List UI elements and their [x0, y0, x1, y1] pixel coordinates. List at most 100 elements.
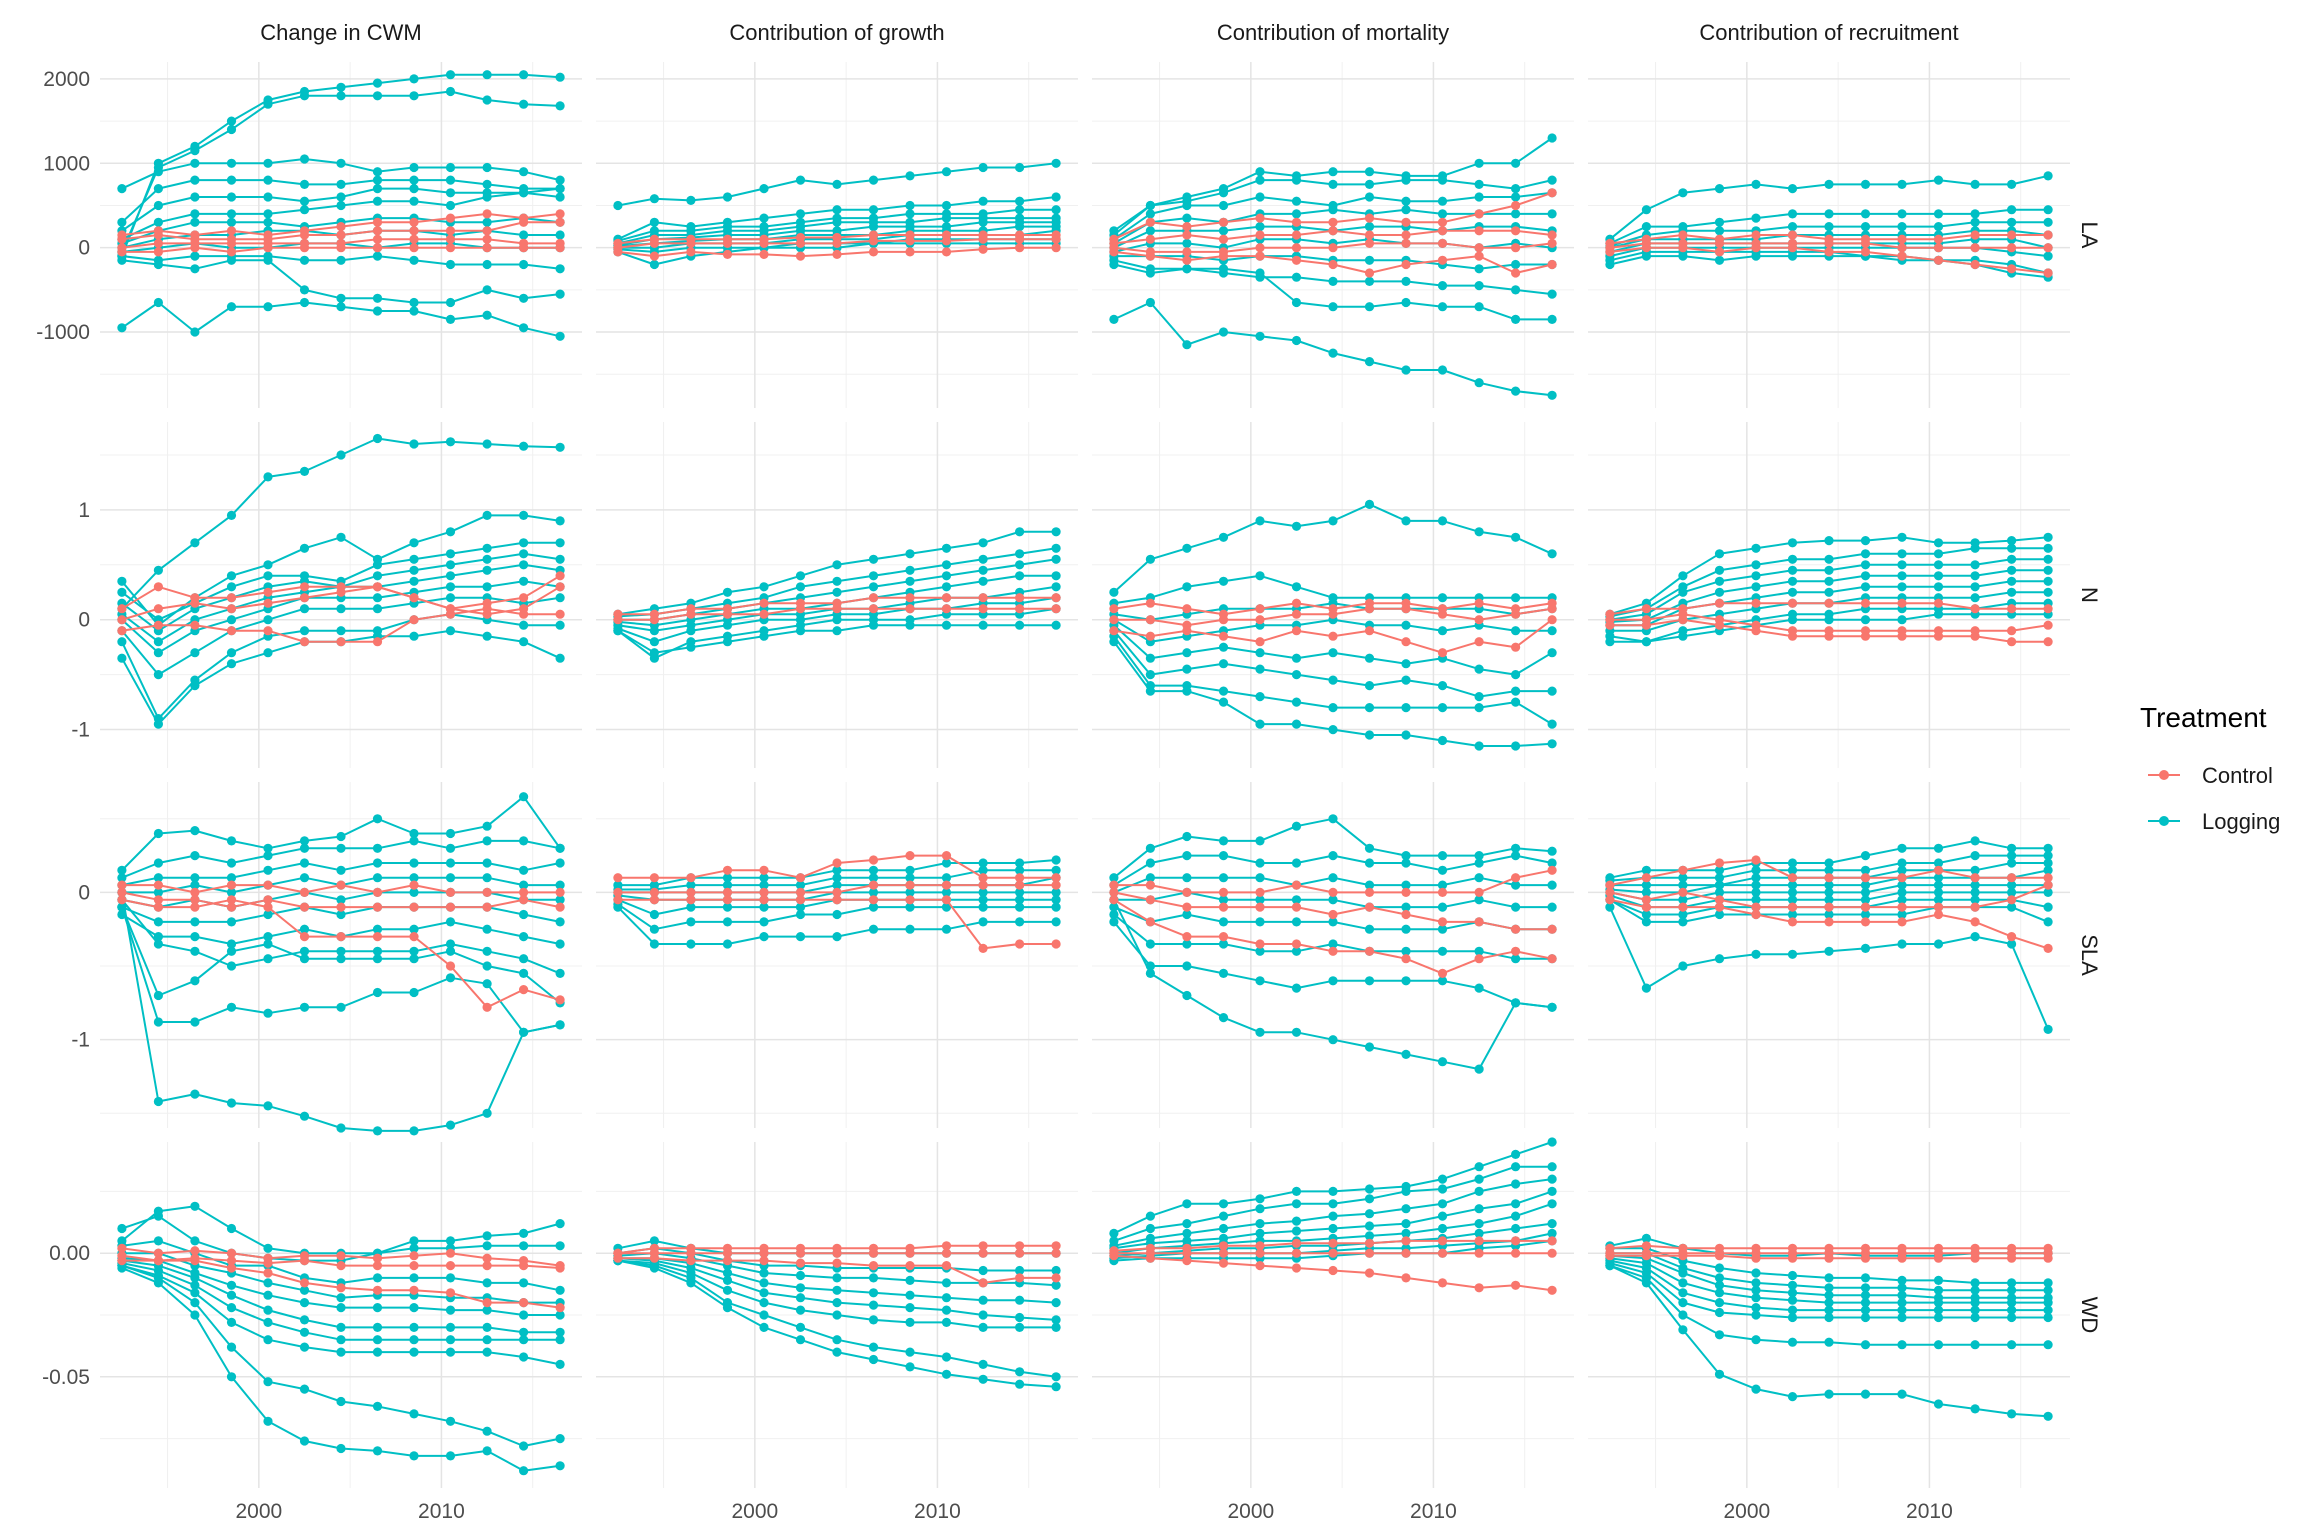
control-data-point — [519, 1261, 529, 1271]
logging-data-point — [1787, 209, 1798, 219]
logging-data-point — [2007, 565, 2017, 575]
logging-data-point — [1824, 946, 1834, 956]
logging-data-point — [1474, 1174, 1484, 1184]
logging-data-point — [1218, 968, 1229, 979]
logging-data-point — [1255, 331, 1265, 341]
logging-data-point — [445, 162, 456, 173]
control-data-point — [1182, 932, 1192, 942]
control-data-point — [1787, 230, 1798, 240]
logging-data-point — [409, 836, 419, 846]
control-data-point — [1255, 615, 1265, 625]
logging-data-point — [519, 968, 529, 979]
logging-data-point — [1547, 549, 1557, 559]
logging-data-point — [978, 1374, 988, 1384]
logging-data-point — [1860, 571, 1871, 581]
logging-data-point — [2043, 171, 2053, 181]
logging-data-point — [409, 873, 419, 883]
logging-data-point — [190, 327, 200, 337]
logging-data-point — [263, 472, 273, 482]
logging-data-point — [1109, 314, 1119, 324]
logging-data-point — [1860, 1298, 1871, 1308]
logging-data-point — [1401, 730, 1411, 740]
logging-data-point — [1970, 851, 1980, 861]
control-data-point — [1897, 234, 1907, 244]
logging-data-point — [832, 179, 842, 189]
control-data-point — [868, 247, 879, 257]
control-data-point — [722, 238, 733, 248]
logging-data-point — [722, 1275, 733, 1285]
logging-data-point — [1787, 251, 1798, 261]
control-data-point — [1182, 626, 1192, 636]
control-data-point — [1364, 213, 1375, 223]
control-data-point — [445, 887, 456, 898]
control-data-point — [1328, 1248, 1338, 1258]
control-data-point — [1051, 880, 1061, 890]
logging-data-point — [336, 1293, 346, 1303]
logging-data-point — [372, 167, 383, 177]
logging-data-point — [1437, 281, 1448, 291]
control-data-point — [519, 243, 529, 253]
logging-data-point — [759, 631, 769, 641]
logging-data-point — [1437, 865, 1448, 875]
logging-data-point — [759, 1298, 769, 1308]
logging-data-point — [372, 91, 383, 101]
logging-data-point — [978, 538, 988, 548]
logging-data-point — [1291, 196, 1302, 206]
logging-data-point — [519, 865, 529, 875]
logging-data-point — [1605, 637, 1615, 647]
logging-data-point — [1714, 887, 1725, 898]
logging-data-point — [868, 222, 879, 232]
logging-data-point — [941, 620, 952, 630]
logging-data-point — [555, 843, 565, 853]
logging-data-point — [868, 865, 879, 875]
logging-data-point — [1641, 1233, 1651, 1243]
logging-data-point — [686, 917, 696, 927]
logging-data-point — [1474, 851, 1484, 861]
logging-data-point — [555, 289, 565, 299]
logging-data-point — [1787, 1392, 1798, 1402]
logging-data-point — [2043, 1285, 2053, 1295]
control-data-point — [117, 1256, 127, 1266]
control-data-point — [686, 609, 696, 619]
control-data-point — [263, 626, 273, 636]
logging-data-point — [1401, 858, 1411, 868]
logging-data-point — [263, 571, 273, 581]
logging-data-point — [1860, 1340, 1871, 1350]
control-data-point — [1474, 1236, 1484, 1246]
logging-data-point — [263, 209, 273, 219]
control-data-point — [445, 1288, 456, 1298]
logging-data-point — [1678, 1278, 1688, 1288]
logging-data-point — [1511, 902, 1521, 912]
logging-data-point — [613, 626, 623, 636]
control-data-point — [1474, 1283, 1484, 1293]
logging-data-point — [759, 213, 769, 223]
control-data-point — [226, 238, 237, 248]
logging-data-point — [1328, 851, 1338, 861]
logging-data-point — [1401, 976, 1411, 986]
control-data-point — [1824, 247, 1834, 257]
logging-data-point — [1641, 637, 1651, 647]
logging-data-point — [1291, 1186, 1302, 1196]
logging-data-point — [1897, 895, 1907, 905]
legend-label-control: Control — [2202, 763, 2273, 788]
logging-data-point — [117, 255, 127, 265]
logging-data-point — [613, 902, 623, 912]
logging-data-point — [2043, 851, 2053, 861]
logging-data-point — [905, 565, 915, 575]
logging-data-point — [1678, 631, 1688, 641]
logging-data-point — [1218, 659, 1229, 669]
logging-data-point — [445, 527, 456, 537]
logging-data-point — [1015, 571, 1025, 581]
control-data-point — [1641, 243, 1651, 253]
logging-data-point — [226, 192, 237, 202]
control-data-point — [1933, 865, 1944, 875]
control-data-point — [1401, 1248, 1411, 1258]
logging-data-point — [832, 615, 842, 625]
control-data-point — [153, 582, 163, 592]
logging-data-point — [153, 1236, 163, 1246]
logging-data-point — [649, 939, 660, 949]
control-data-point — [1437, 887, 1448, 898]
logging-data-point — [905, 209, 915, 219]
control-data-point — [1145, 217, 1155, 227]
control-data-point — [1364, 902, 1375, 912]
